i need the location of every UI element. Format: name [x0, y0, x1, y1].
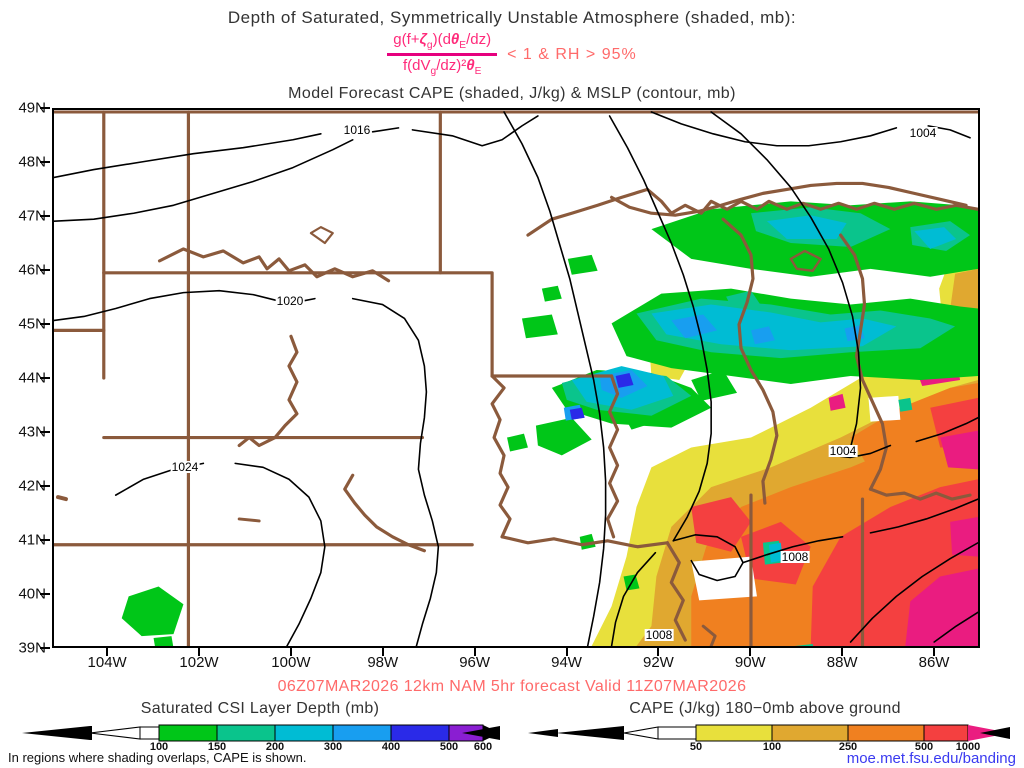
x-axis-label: 92W: [642, 654, 674, 671]
colorbar-tick-label: 200: [265, 741, 285, 753]
formula-denominator: f(dVg/dz)²θE: [403, 57, 482, 78]
formula-condition: < 1 & RH > 95%: [507, 45, 637, 63]
colorbar-tick-label: 50: [689, 741, 703, 753]
csi-colorbar-title: Saturated CSI Layer Depth (mb): [140, 700, 380, 717]
csi-formula-fraction: g(f+ζg)(dθE/dz) f(dVg/dz)²θE: [387, 31, 498, 79]
contour-label: 1008: [644, 628, 674, 642]
y-axis-tick: [40, 485, 50, 487]
x-axis-label: 98W: [367, 654, 399, 671]
colorbar-tick-label: 150: [207, 741, 227, 753]
x-axis-label: 102W: [179, 654, 219, 671]
x-axis-tick: [198, 648, 200, 656]
y-axis-tick: [40, 431, 50, 433]
y-axis-label: 49N: [18, 99, 46, 117]
x-axis-label: 86W: [918, 654, 950, 671]
colorbar-tick-label: 500: [914, 741, 934, 753]
cape-colorbar[interactable]: [528, 722, 1010, 744]
x-axis-label: 100W: [271, 654, 311, 671]
csi-colorbar[interactable]: [22, 722, 500, 744]
y-axis-tick: [40, 215, 50, 217]
x-axis-tick: [565, 648, 568, 656]
y-axis-tick: [40, 377, 50, 379]
colorbar-tick-label: 600: [473, 741, 493, 753]
y-axis-label: 47N: [18, 207, 46, 225]
y-axis-label: 40N: [18, 585, 46, 603]
y-axis-tick: [40, 107, 50, 109]
y-axis-label: 44N: [18, 369, 46, 387]
map-canvas: [54, 110, 978, 646]
contour-label: 1020: [275, 294, 305, 308]
x-axis-tick: [289, 648, 292, 656]
x-axis-tick: [657, 648, 660, 656]
fraction-bar: [387, 53, 498, 57]
y-axis-label: 43N: [18, 423, 46, 441]
y-axis-tick: [40, 161, 50, 163]
x-axis-tick: [841, 648, 844, 656]
formula-numerator: g(f+ζg)(dθE/dz): [393, 31, 492, 51]
map-plot-area[interactable]: 1016 1020 1024 1004 1004 1008 1008: [52, 108, 980, 648]
colorbar-tick-label: 500: [439, 741, 459, 753]
attribution-link[interactable]: moe.met.fsu.edu/banding: [846, 750, 1016, 767]
colorbar-tick-label: 250: [838, 741, 858, 753]
colorbar-tick-label: 100: [762, 741, 782, 753]
y-axis-tick: [40, 269, 50, 271]
formula-block: g(f+ζg)(dθE/dz) f(dVg/dz)²θE < 1 & RH > …: [0, 31, 1024, 79]
y-axis-label: 45N: [18, 315, 46, 333]
y-axis-label: 46N: [18, 261, 46, 279]
y-axis-tick: [40, 647, 50, 649]
colorbar-tick-label: 100: [149, 741, 169, 753]
x-axis-tick: [933, 648, 936, 656]
y-axis-label: 39N: [18, 639, 46, 657]
y-axis-tick: [40, 323, 50, 325]
contour-label: 1004: [828, 444, 858, 458]
x-axis-tick: [473, 648, 476, 656]
contour-label: 1016: [342, 123, 372, 137]
csi-colorbar-svg: [22, 724, 500, 742]
x-axis-label: 96W: [459, 654, 491, 671]
colorbar-tick-label: 1000: [955, 741, 981, 753]
y-axis-tick: [40, 539, 50, 541]
y-axis-label: 42N: [18, 477, 46, 495]
x-axis-tick: [106, 648, 109, 656]
cape-colorbar-title: CAPE (J/kg) 180−0mb above ground: [629, 700, 901, 717]
x-axis-tick: [749, 648, 752, 656]
page-title: Depth of Saturated, Symmetrically Unstab…: [227, 8, 797, 27]
colorbar-tick-label: 400: [381, 741, 401, 753]
cape-colorbar-svg: [528, 724, 1010, 742]
colorbar-tick-label: 300: [323, 741, 343, 753]
x-axis-label: 104W: [87, 654, 127, 671]
y-axis-label: 41N: [18, 531, 46, 549]
x-axis-label: 94W: [551, 654, 582, 671]
cape-shading: [591, 227, 978, 646]
x-axis-label: 90W: [734, 654, 766, 671]
y-axis-label: 48N: [18, 153, 46, 171]
overlap-note: In regions where shading overlaps, CAPE …: [8, 750, 307, 765]
state-borders: [54, 110, 978, 646]
contour-label: 1024: [170, 460, 200, 474]
model-run-info: 06Z07MAR2026 12km NAM 5hr forecast Valid…: [277, 678, 747, 695]
page-subtitle: Model Forecast CAPE (shaded, J/kg) & MSL…: [288, 85, 736, 102]
contour-label: 1008: [780, 550, 810, 564]
y-axis-tick: [40, 593, 50, 595]
contour-label: 1004: [908, 126, 938, 140]
csi-shading: [121, 201, 978, 646]
x-axis-label: 88W: [826, 654, 858, 671]
x-axis-tick: [381, 648, 384, 656]
